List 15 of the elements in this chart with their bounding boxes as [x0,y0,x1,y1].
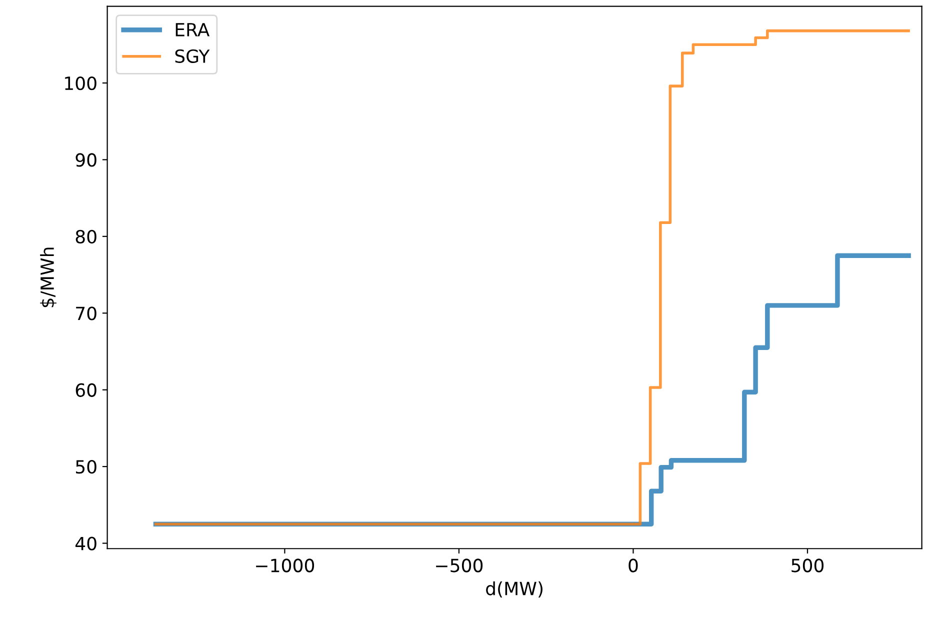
x-axis-title: d(MW) [486,581,542,598]
y-tick-label: 60 [76,383,96,397]
y-tick-label: 40 [75,536,96,550]
y-tick-label: 100 [65,76,96,90]
y-tick-label: 80 [76,230,96,244]
legend-label: ERA [176,23,210,36]
legend-label: SGY [175,49,210,63]
y-tick-label: 90 [76,153,96,167]
y-tick-label: 70 [76,306,96,320]
x-tick-label: −500 [436,558,483,572]
y-axis-title: $/MWh [40,248,56,308]
x-tick-label: −1000 [256,558,314,572]
y-tick-label: 50 [76,460,96,474]
x-tick-label: 0 [628,558,638,572]
x-tick-label: 500 [792,558,824,572]
